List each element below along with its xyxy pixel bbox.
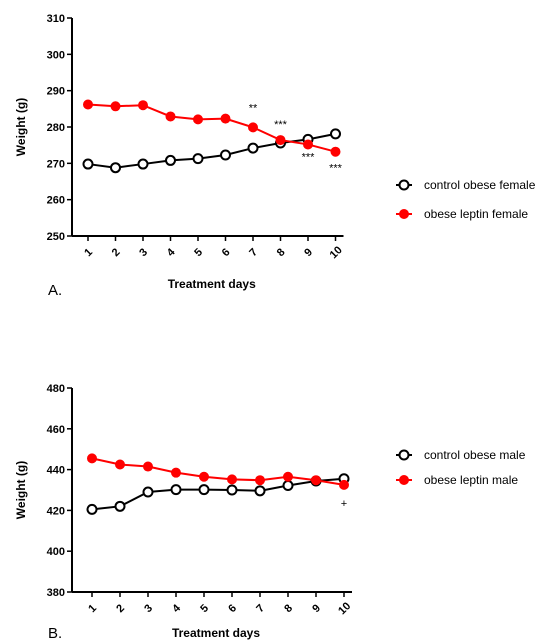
panel-b-chart: 380 400 420 440 460 480 1 2 3 4 5 6 7 8 9 10 Weight (g) T…	[14, 383, 526, 642]
panel-a-x-tick-label: 7	[247, 246, 260, 259]
panel-b-data-point	[87, 453, 97, 464]
panel-a-data-point	[138, 100, 148, 111]
panel-a-y-tick-label: 260	[47, 195, 65, 207]
panel-a-data-point	[192, 153, 204, 165]
panel-a-x-axis-title: Treatment days	[168, 277, 256, 291]
panel-a-data-point	[330, 146, 341, 157]
panel-a-y-tick-label: 250	[47, 231, 65, 243]
panel-b-x-tick-label: 8	[282, 602, 295, 615]
panel-a-data-point	[165, 154, 176, 166]
panel-b-y-tick-label: 440	[47, 465, 65, 477]
panel-a-x-tick-label: 5	[192, 246, 205, 259]
panel-a-data-point	[165, 111, 176, 122]
panel-a-x-tick-label: 9	[302, 246, 315, 259]
panel-b-data-point	[142, 486, 154, 498]
panel-b-x-tick-label: 1	[86, 602, 99, 615]
panel-b-data-point	[282, 480, 294, 492]
panel-b-annotation: +	[341, 498, 347, 510]
panel-a-label: A.	[48, 282, 62, 299]
panel-a-annotation: ***	[302, 151, 316, 163]
panel-b-x-tick-label: 9	[310, 602, 323, 615]
panel-b-data-point	[227, 474, 237, 485]
panel-b-data-point	[143, 461, 153, 472]
panel-b-x-tick-label: 3	[142, 602, 155, 615]
panel-b-data-point	[115, 459, 125, 470]
panel-b-y-axis-title: Weight (g)	[14, 461, 28, 519]
panel-a-legend-label: control obese female	[424, 178, 536, 192]
panel-b-y-tick-label: 460	[47, 424, 65, 436]
panel-b-data-point	[283, 471, 293, 482]
panel-b-legend-label: control obese male	[424, 448, 526, 462]
panel-b-x-tick-label: 2	[114, 602, 127, 615]
panel-a-y-tick-label: 310	[47, 13, 65, 25]
panel-a-annotation: ***	[329, 163, 343, 175]
panel-b-data-point	[171, 467, 181, 478]
panel-a-y-tick-label: 270	[47, 158, 65, 170]
panel-b-x-tick-label: 7	[254, 602, 267, 615]
panel-b-x-tick-label: 5	[198, 602, 211, 615]
panel-a-legend-marker	[398, 179, 410, 191]
panel-a-annotation: ***	[274, 119, 288, 131]
panel-b-data-point	[254, 485, 266, 497]
panel-a-x-tick-label: 4	[165, 246, 178, 259]
panel-a-data-point	[220, 149, 231, 161]
panel-a-data-point	[83, 99, 93, 110]
panel-b-x-axis-title: Treatment days	[172, 626, 260, 640]
panel-a-annotation: **	[249, 102, 258, 114]
panel-b-x-tick-label: 10	[336, 600, 353, 617]
panel-b-legend-marker	[399, 475, 409, 485]
panel-a-data-point	[137, 158, 149, 170]
panel-b-y-tick-label: 480	[47, 383, 65, 395]
panel-a-chart: 250 260 270 280 290 300 310 1 2 3 4 5 6 7 8 9 10 Weight (…	[14, 13, 536, 299]
panel-a-data-point	[275, 135, 286, 146]
panel-b-data-point	[86, 503, 98, 515]
panel-a-series-line-1	[87, 132, 336, 169]
panel-b-y-tick-label: 380	[47, 587, 65, 599]
panel-a-y-axis-title: Weight (g)	[14, 98, 28, 156]
panel-a-x-tick-label: 10	[328, 244, 345, 261]
panel-b-series-line-1	[91, 477, 345, 511]
panel-a-data-point	[248, 122, 258, 133]
panel-b-data-point	[339, 479, 349, 490]
panel-b-series-line-2	[91, 457, 345, 486]
panel-a-series-line-2	[87, 103, 336, 153]
panel-a-data-point	[303, 139, 313, 150]
panel-b-data-point	[198, 484, 210, 496]
panel-a-data-point	[247, 142, 259, 154]
panel-a-y-tick-label: 280	[47, 122, 65, 134]
panel-a-y-tick-label: 290	[47, 86, 65, 98]
panel-b-x-tick-label: 4	[170, 602, 183, 615]
panel-a-data-point	[110, 101, 121, 112]
panel-a-x-tick-label: 8	[275, 246, 288, 259]
panel-a-x-tick-label: 6	[220, 246, 233, 259]
panel-b-data-point	[226, 484, 238, 496]
panel-a-legend-marker	[399, 209, 409, 219]
panel-a-legend-label: obese leptin female	[424, 207, 528, 221]
panel-a-data-point	[330, 128, 341, 140]
panel-a-data-point	[110, 162, 121, 174]
panel-a-data-point	[82, 158, 94, 170]
panel-a-x-tick-label: 1	[82, 246, 95, 259]
panel-a-data-point	[193, 114, 203, 125]
panel-b-legend-marker	[398, 449, 410, 461]
panel-a-y-tick-label: 300	[47, 49, 65, 61]
panel-b-label: B.	[48, 625, 62, 642]
panel-a-data-point	[220, 113, 231, 124]
panel-b-y-tick-label: 420	[47, 505, 65, 517]
panel-b-data-point	[255, 475, 265, 486]
panel-b-x-tick-label: 6	[226, 602, 239, 615]
panel-b-legend-label: obese leptin male	[424, 473, 518, 487]
panel-b-data-point	[311, 475, 321, 486]
panel-b-y-tick-label: 400	[47, 546, 65, 558]
panel-b-data-point	[199, 471, 209, 482]
panel-a-x-tick-label: 3	[137, 246, 150, 259]
panel-b-data-point	[170, 484, 182, 496]
panel-a-x-tick-label: 2	[110, 246, 123, 259]
panel-b-data-point	[114, 500, 126, 512]
